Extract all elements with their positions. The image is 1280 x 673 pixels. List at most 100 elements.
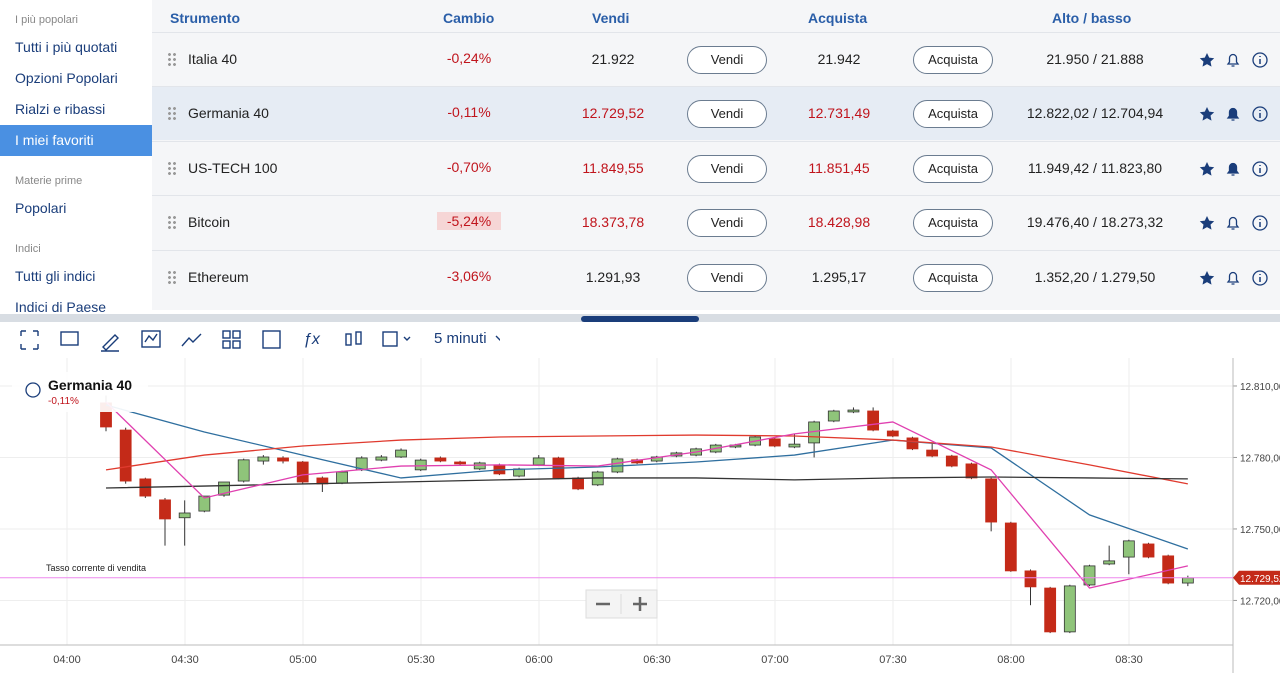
instrument-name: Italia 40 (188, 51, 238, 67)
info-icon[interactable] (1252, 215, 1268, 231)
favorite-star[interactable] (1199, 53, 1215, 67)
candle-body (257, 456, 270, 462)
sell-button[interactable]: Vendi (687, 154, 767, 183)
alert-bell[interactable] (1226, 271, 1240, 285)
x-tick-label: 07:00 (761, 654, 789, 666)
y-tick-label: 12.750,00 (1240, 525, 1280, 536)
info-icon[interactable] (1252, 269, 1268, 286)
notes-icon[interactable] (60, 331, 79, 346)
candle-body (218, 481, 230, 496)
candle-body (532, 457, 545, 466)
row-icons[interactable] (1197, 213, 1277, 233)
x-tick-label: 08:00 (997, 654, 1025, 666)
toolbar-icons: ƒx (20, 330, 500, 352)
moving-average (105, 404, 1189, 550)
buy-button[interactable]: Acquista (913, 46, 993, 74)
high-low: 11.949,42 / 11.823,80 (1027, 159, 1163, 176)
table-row[interactable]: Bitcoin -5,24% 18.373,78 Vendi 18.428,98 Acqu… (152, 195, 1280, 250)
table-row[interactable]: US-TECH 100 -0,70% 11.849,55 Vendi 11.851,45… (152, 140, 1280, 195)
favorite-star[interactable] (1199, 107, 1215, 121)
nav-item[interactable]: Tutti i più quotati (15, 39, 118, 55)
table-row[interactable]: Italia 40 -0,24% 21.922 Vendi 21.942 Acquista… (152, 32, 1280, 86)
candle-body (788, 443, 801, 448)
nav-item[interactable]: Rialzi e ribassi (15, 101, 106, 117)
info-icon[interactable] (1252, 106, 1268, 123)
favorite-star[interactable] (1199, 270, 1215, 285)
nav-item[interactable]: Tutti gli indici (15, 268, 96, 284)
sidebar: I più popolari Tutti i più quotati Opzioni… (0, 0, 152, 318)
nav-item[interactable]: Indici di Paese (15, 299, 107, 315)
save-icon[interactable] (262, 330, 281, 349)
calendar-icon[interactable] (382, 331, 398, 347)
buy-button[interactable]: Acquista (913, 209, 993, 238)
fullscreen-icon[interactable] (20, 330, 39, 350)
buy-button[interactable]: Acquista (913, 154, 993, 183)
candle-body (119, 429, 132, 482)
favorite-star[interactable] (1199, 161, 1215, 176)
row-icons[interactable] (1197, 159, 1277, 179)
info-icon[interactable] (1252, 161, 1268, 177)
buy-price: 1.295,17 (811, 268, 867, 285)
instrument-table: Strumento Cambio Vendi Acquista Alto / basso… (152, 0, 1280, 310)
buy-price: 12.731,49 (807, 105, 871, 122)
nav-item[interactable]: Popolari (15, 200, 67, 216)
candle-body (1063, 585, 1076, 633)
candle-icon[interactable] (345, 333, 352, 346)
splitter[interactable] (0, 314, 1280, 322)
x-tick-label: 08:30 (1115, 654, 1143, 666)
chart-subtitle: -0,11% (48, 396, 79, 407)
table-row[interactable]: Ethereum -3,06% 1.291,93 Vendi 1.295,17 Acqui… (152, 249, 1280, 304)
buy-button[interactable]: Acquista (913, 100, 993, 129)
candle-body (886, 430, 899, 437)
x-tick-label: 07:30 (879, 654, 907, 666)
alert-bell[interactable] (1226, 162, 1240, 176)
alert-bell[interactable] (1226, 217, 1240, 230)
favorite-star[interactable] (1199, 216, 1215, 230)
interval-caret[interactable] (495, 335, 500, 341)
candle-body (1083, 565, 1096, 586)
interval[interactable]: 5 minuti (434, 330, 487, 347)
moving-average (105, 401, 1188, 589)
chart: 04:00 04:30 05:00 05:30 06:00 06:30 07:00 07:30… (0, 358, 1280, 673)
moving-average (105, 476, 1188, 489)
drag-handle (167, 269, 177, 284)
candle-body (375, 456, 388, 461)
candle-body (572, 477, 584, 490)
x-tick-label: 04:30 (171, 654, 199, 666)
sell-button[interactable]: Vendi (687, 209, 767, 238)
section-heading: I più popolari (15, 14, 78, 26)
zoom-in[interactable] (633, 597, 647, 611)
x-tick-label: 06:00 (525, 654, 553, 666)
row-icons[interactable] (1197, 268, 1277, 288)
alert-bell[interactable] (1226, 53, 1240, 67)
candle-body (178, 512, 191, 519)
sell-button[interactable]: Vendi (687, 100, 767, 129)
nav-item[interactable]: Opzioni Popolari (15, 70, 118, 86)
alert-bell[interactable] (1226, 108, 1240, 122)
splitter-handle[interactable] (581, 316, 699, 322)
x-tick-label: 06:30 (643, 654, 671, 666)
drag-handle (167, 106, 177, 121)
layout-icon[interactable] (222, 330, 231, 339)
instrument-name: Germania 40 (188, 105, 269, 122)
draw-icon[interactable] (101, 334, 119, 352)
candle-body (945, 455, 958, 467)
candle-body (965, 463, 978, 479)
trend-icon[interactable] (181, 333, 202, 347)
candle-body (473, 462, 486, 470)
info-icon[interactable] (1252, 52, 1268, 68)
candle-body (1044, 587, 1057, 633)
candle-body (867, 410, 880, 431)
candle-body (395, 449, 407, 458)
sell-button[interactable]: Vendi (687, 263, 767, 292)
buy-button[interactable]: Acquista (913, 263, 993, 292)
current-rate-tag (1233, 570, 1280, 585)
indicator-icon[interactable] (141, 330, 161, 348)
sell-button[interactable]: Vendi (687, 46, 767, 74)
function-icon[interactable]: ƒx (303, 331, 321, 348)
row-icons[interactable] (1197, 50, 1277, 70)
row-icons[interactable] (1197, 104, 1277, 124)
info-icon[interactable] (25, 382, 41, 398)
table-row[interactable]: Germania 40 -0,11% 12.729,52 Vendi 12.731,49… (152, 86, 1280, 141)
nav-item[interactable]: I miei favoriti (0, 125, 152, 156)
